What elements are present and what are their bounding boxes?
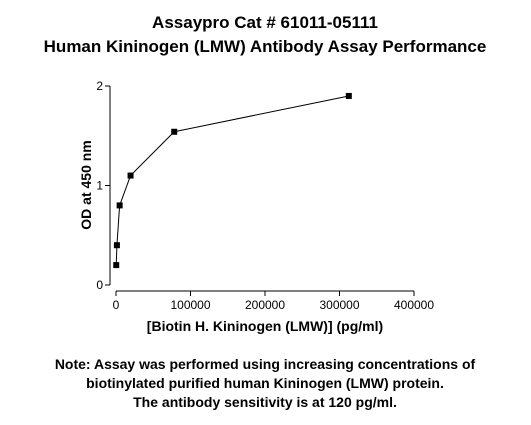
y-axis-label: OD at 450 nm [78, 140, 94, 229]
x-tick-label: 0 [113, 298, 120, 312]
note: The antibody sensitivity is at 120 pg/ml… [133, 394, 397, 410]
marker [113, 262, 120, 269]
x-tick-label: 300000 [319, 298, 359, 312]
marker [171, 128, 178, 135]
x-axis-label: [Biotin H. Kininogen (LMW)] (pg/ml) [147, 318, 383, 334]
line [115, 95, 349, 266]
note: biotinylated purified human Kininogen (L… [86, 375, 444, 391]
marker [345, 92, 352, 99]
marker [116, 202, 123, 209]
marker [127, 172, 134, 179]
x-tick-label: 400000 [394, 298, 434, 312]
chart-title: Human Kininogen (LMW) Antibody Assay Per… [44, 37, 487, 56]
y-tick-label: 2 [96, 79, 103, 93]
chart-title: Assaypro Cat # 61011-05111 [152, 13, 378, 32]
y-tick-label: 0 [96, 278, 103, 292]
x-tick-label: 100000 [170, 298, 210, 312]
note: Note: Assay was performed using increasi… [55, 356, 476, 372]
x-tick-label: 200000 [245, 298, 285, 312]
marker [113, 242, 120, 249]
y-tick-label: 1 [96, 179, 103, 193]
